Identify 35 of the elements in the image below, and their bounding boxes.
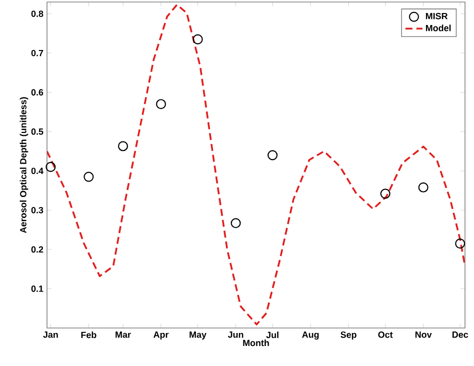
point (46, 162, 56, 172)
x-tick-label: May (190, 332, 206, 340)
x-tick-label: Oct (378, 332, 393, 338)
y-tick-label: 0.7 (31, 50, 44, 56)
y-tick-label: 0.6 (31, 89, 44, 96)
legend-label: Model (426, 24, 451, 32)
x-tick-label: Aug (302, 332, 319, 340)
x-tick-label: Nov (415, 332, 432, 338)
y-tick-label: 0.5 (31, 128, 44, 135)
x-tick-label: Dec (452, 332, 468, 338)
point (156, 99, 166, 110)
x-tick-label: Jul (266, 332, 278, 338)
point (118, 141, 128, 152)
point (455, 238, 466, 249)
x-tick-label: Apr (154, 332, 169, 340)
y-tick-label: 0.1 (31, 286, 44, 292)
point (192, 34, 203, 44)
x-tick-label: Mar (116, 332, 131, 338)
y-tick-label: 0.3 (31, 206, 44, 214)
x-tick-label: Jun (228, 332, 244, 338)
y-tick-label: 0.8 (31, 10, 44, 17)
point (380, 188, 390, 199)
point (418, 182, 428, 192)
line-series (47, 4, 466, 326)
y-axis-title: Aerosol Optical Depth (unitless) (20, 97, 28, 234)
legend-label: MISR (426, 12, 448, 20)
y-tick-label: 0.4 (31, 168, 44, 174)
point (268, 150, 278, 160)
y-tick-label: 0.2 (31, 246, 44, 253)
point (84, 172, 94, 182)
x-tick-label: Jan (43, 332, 58, 338)
x-tick-label: Sep (340, 332, 356, 340)
point (230, 218, 241, 228)
x-axis-title: Month (243, 340, 269, 346)
x-tick-label: Feb (81, 332, 96, 338)
